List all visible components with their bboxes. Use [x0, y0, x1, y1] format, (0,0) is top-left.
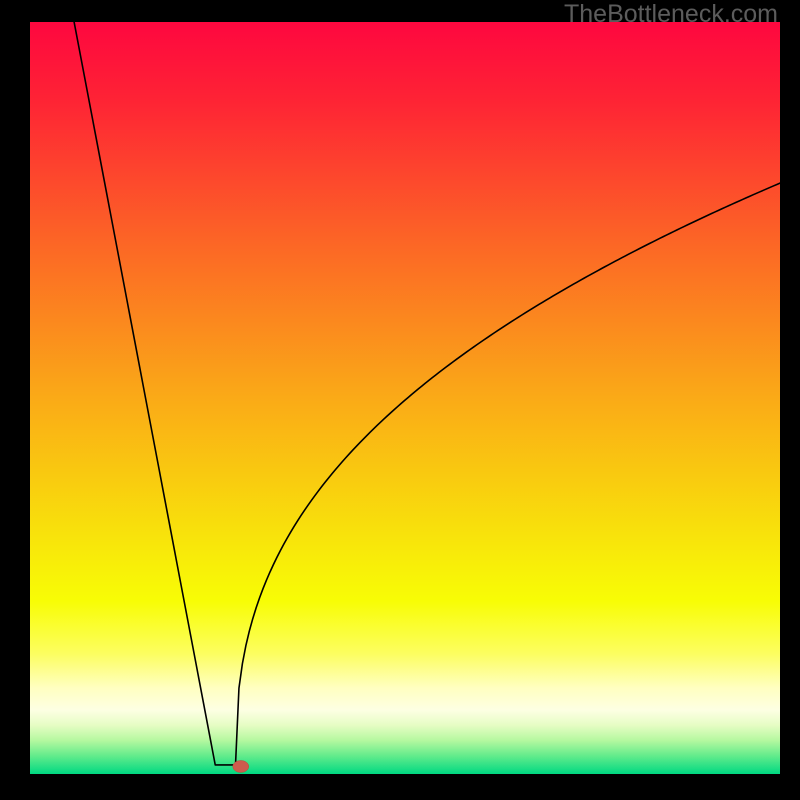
watermark-text: TheBottleneck.com [564, 0, 778, 29]
bottleneck-curve-path [71, 22, 780, 765]
plot-area [30, 22, 780, 774]
optimum-marker [233, 760, 249, 772]
bottleneck-curve [30, 22, 780, 774]
